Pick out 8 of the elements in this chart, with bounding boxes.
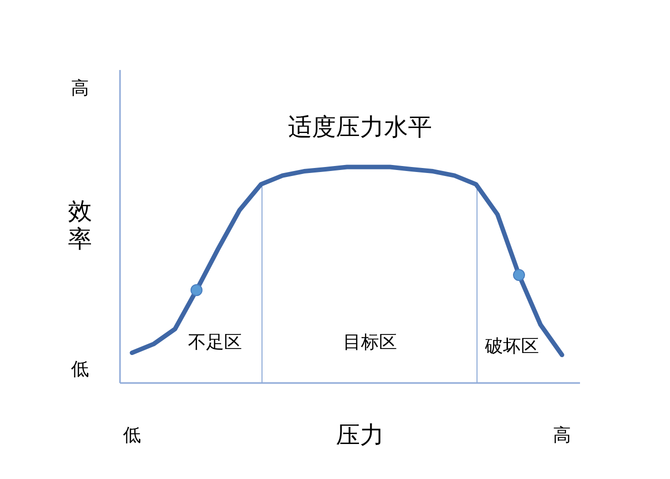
annotation: 破坏区 [484,336,539,357]
x-axis-title: 压力 [336,421,384,449]
annotation: 不足区 [188,332,242,353]
text: 高 [71,78,89,99]
text: 低 [71,359,89,380]
text: 适度压力水平 [288,113,432,141]
y-axis-title: 效率 [68,197,92,253]
annotation: 目标区 [343,332,397,353]
